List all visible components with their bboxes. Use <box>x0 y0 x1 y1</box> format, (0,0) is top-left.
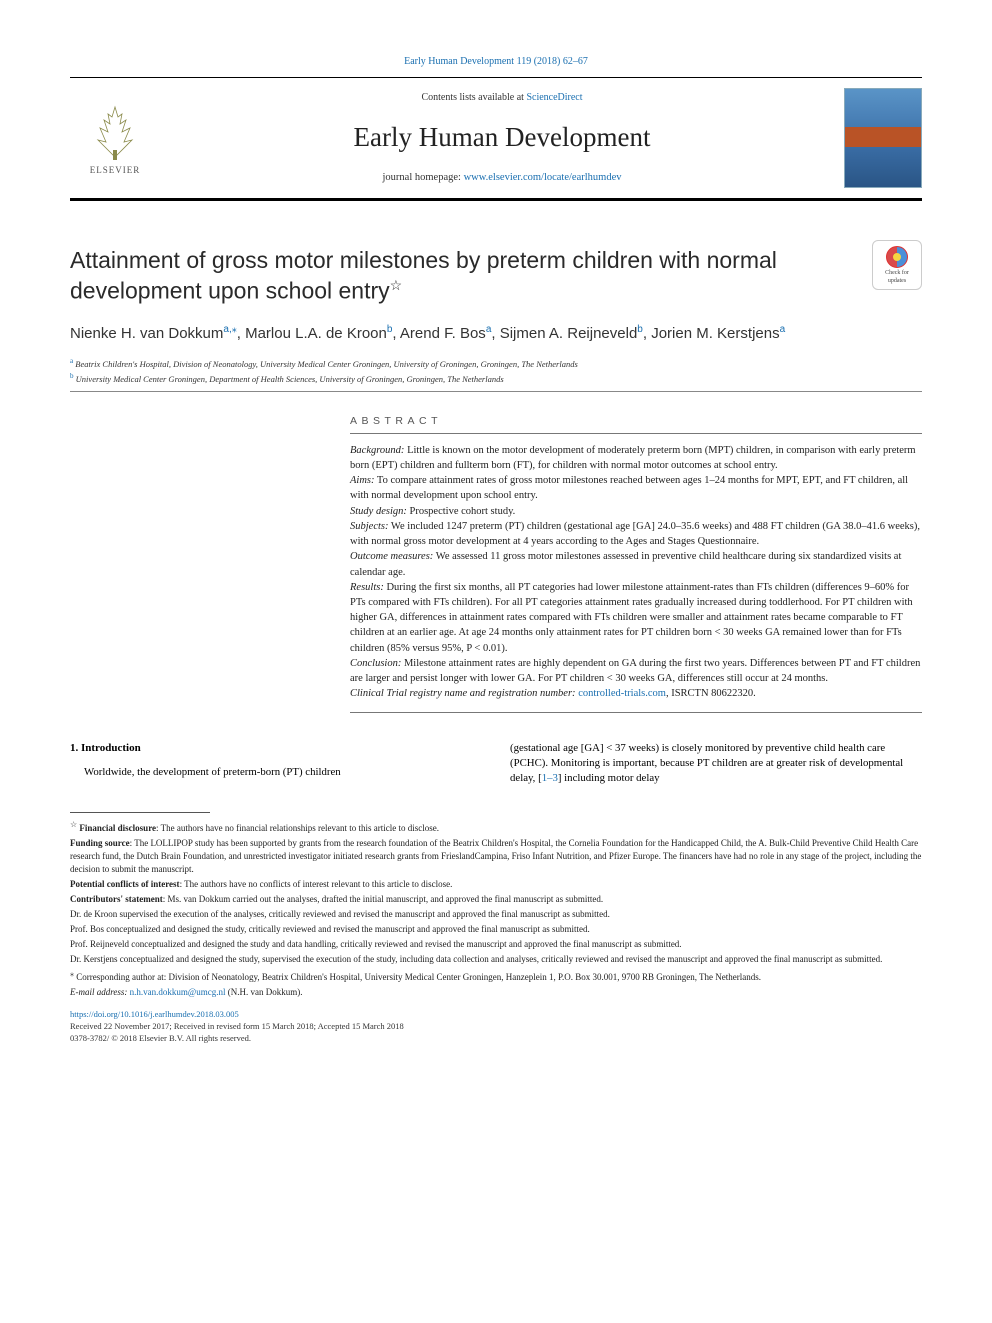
abstract-item: Background: Little is known on the motor… <box>350 443 922 473</box>
author-affil-sup: a,⁎ <box>223 324 236 335</box>
contents-available: Contents lists available at ScienceDirec… <box>160 91 844 105</box>
abstract-item: Aims: To compare attainment rates of gro… <box>350 473 922 503</box>
abstract-item-label: Clinical Trial registry name and registr… <box>350 688 576 699</box>
abstract-item: Subjects: We included 1247 preterm (PT) … <box>350 519 922 549</box>
author-affil-sup: a <box>486 324 492 335</box>
body-col-left: 1. Introduction Worldwide, the developme… <box>70 741 482 786</box>
author-affil-sup: a <box>780 324 786 335</box>
journal-title: Early Human Development <box>160 119 844 157</box>
author: Sijmen A. Reijneveld <box>500 325 638 342</box>
abstract-item-label: Aims: <box>350 475 375 486</box>
footnote-email: E-mail address: n.h.van.dokkum@umcg.nl (… <box>70 986 922 999</box>
journal-reference: Early Human Development 119 (2018) 62–67 <box>70 55 922 69</box>
abstract-item: Study design: Prospective cohort study. <box>350 504 922 519</box>
email-name: (N.H. van Dokkum). <box>225 987 302 997</box>
abstract-item: Conclusion: Milestone attainment rates a… <box>350 656 922 686</box>
affiliation: b University Medical Center Groningen, D… <box>70 371 922 386</box>
elsevier-logo: ELSEVIER <box>70 91 160 186</box>
intro-para-col2: (gestational age [GA] < 37 weeks) is clo… <box>510 741 922 786</box>
contributors-block: Contributors' statement: Ms. van Dokkum … <box>70 893 922 966</box>
affiliation-key: b <box>70 372 74 380</box>
sciencedirect-link[interactable]: ScienceDirect <box>526 92 582 103</box>
contributors-line: Dr. Kerstjens conceptualized and designe… <box>70 953 922 966</box>
affiliation: a Beatrix Children's Hospital, Division … <box>70 356 922 371</box>
contributors-line: Dr. de Kroon supervised the execution of… <box>70 908 922 921</box>
author-list: Nienke H. van Dokkuma,⁎, Marlou L.A. de … <box>70 322 922 346</box>
financial-text: : The authors have no financial relation… <box>156 823 439 833</box>
body-col-right: (gestational age [GA] < 37 weeks) is clo… <box>510 741 922 786</box>
contributors-label: Contributors' statement <box>70 894 163 904</box>
affiliation-key: a <box>70 357 73 365</box>
check-for-updates-badge[interactable]: Check for updates <box>872 240 922 290</box>
abstract-item-label: Conclusion: <box>350 658 401 669</box>
article-title-text: Attainment of gross motor milestones by … <box>70 247 777 304</box>
homepage-prefix: journal homepage: <box>383 172 464 183</box>
affiliation-rule <box>70 391 922 392</box>
funding-text: : The LOLLIPOP study has been supported … <box>70 838 921 874</box>
journal-homepage: journal homepage: www.elsevier.com/locat… <box>160 171 844 186</box>
abstract-item-label: Results: <box>350 582 384 593</box>
abstract-item: Outcome measures: We assessed 11 gross m… <box>350 549 922 579</box>
article-title: Attainment of gross motor milestones by … <box>70 246 922 306</box>
abstract-item-label: Outcome measures: <box>350 551 433 562</box>
conflicts-label: Potential conflicts of interest <box>70 879 180 889</box>
funding-label: Funding source <box>70 838 130 848</box>
email-link[interactable]: n.h.van.dokkum@umcg.nl <box>130 987 226 997</box>
corresponding-text: Corresponding author at: Division of Neo… <box>74 972 761 982</box>
crossmark-icon <box>885 245 909 269</box>
footnote-conflicts: Potential conflicts of interest: The aut… <box>70 878 922 891</box>
footnotes-rule <box>70 812 210 813</box>
abstract-body: Background: Little is known on the motor… <box>350 443 922 702</box>
conflicts-text: : The authors have no conflicts of inter… <box>180 879 453 889</box>
abstract-heading: ABSTRACT <box>350 414 922 429</box>
check-updates-line1: Check for <box>885 269 909 277</box>
author: Jorien M. Kerstjens <box>651 325 779 342</box>
section-number: 1. <box>70 742 78 754</box>
homepage-link[interactable]: www.elsevier.com/locate/earlhumdev <box>464 172 622 183</box>
abstract-block: ABSTRACT Background: Little is known on … <box>350 414 922 712</box>
abstract-rule-bottom <box>350 712 922 713</box>
affiliations: a Beatrix Children's Hospital, Division … <box>70 356 922 385</box>
author-affil-sup: b <box>637 324 643 335</box>
title-note-mark: ☆ <box>390 277 403 293</box>
intro-para-col1: Worldwide, the development of preterm-bo… <box>70 765 482 780</box>
contributors-first-line: Contributors' statement: Ms. van Dokkum … <box>70 893 922 906</box>
email-label: E-mail address: <box>70 987 127 997</box>
article-history: Received 22 November 2017; Received in r… <box>70 1021 922 1033</box>
abstract-item-label: Study design: <box>350 506 407 517</box>
abstract-item: Results: During the first six months, al… <box>350 580 922 656</box>
col2-after: ] including motor delay <box>558 772 660 784</box>
abstract-link[interactable]: controlled-trials.com <box>578 688 666 699</box>
abstract-rule-top <box>350 433 922 434</box>
author: Nienke H. van Dokkum <box>70 325 223 342</box>
check-updates-line2: updates <box>888 277 906 285</box>
journal-header: ELSEVIER Contents lists available at Sci… <box>70 77 922 201</box>
author-affil-sup: b <box>387 324 393 335</box>
author: Arend F. Bos <box>400 325 486 342</box>
footnote-corresponding: ⁎ Corresponding author at: Division of N… <box>70 968 922 984</box>
elsevier-tree-icon <box>85 99 145 164</box>
footnotes: ☆ Financial disclosure: The authors have… <box>70 819 922 1000</box>
footnote-financial: ☆ Financial disclosure: The authors have… <box>70 819 922 835</box>
abstract-item-label: Subjects: <box>350 521 389 532</box>
footnote-funding: Funding source: The LOLLIPOP study has b… <box>70 837 922 876</box>
financial-label: Financial disclosure <box>79 823 156 833</box>
doi-link[interactable]: https://doi.org/10.1016/j.earlhumdev.201… <box>70 1009 922 1021</box>
copyright: 0378-3782/ © 2018 Elsevier B.V. All righ… <box>70 1033 922 1045</box>
abstract-item-label: Background: <box>350 445 404 456</box>
body-columns: 1. Introduction Worldwide, the developme… <box>70 741 922 786</box>
journal-cover-thumbnail <box>844 88 922 188</box>
contributors-line: Prof. Reijneveld conceptualized and desi… <box>70 938 922 951</box>
author: Marlou L.A. de Kroon <box>245 325 387 342</box>
bottom-meta: https://doi.org/10.1016/j.earlhumdev.201… <box>70 1009 922 1045</box>
elsevier-label: ELSEVIER <box>90 164 141 177</box>
contributors-line: Prof. Bos conceptualized and designed th… <box>70 923 922 936</box>
section-title: Introduction <box>81 742 141 754</box>
section-heading: 1. Introduction <box>70 741 482 756</box>
contents-prefix: Contents lists available at <box>421 92 526 103</box>
citation-link[interactable]: 1–3 <box>542 772 558 784</box>
abstract-item: Clinical Trial registry name and registr… <box>350 686 922 701</box>
